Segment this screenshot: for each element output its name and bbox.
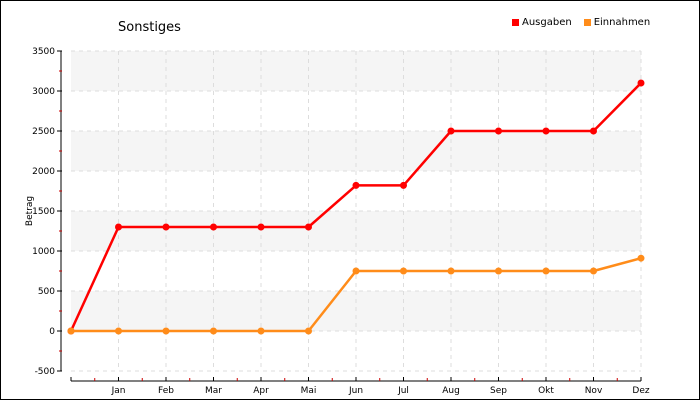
data-point-einnahmen [637, 254, 645, 262]
x-tick-label: Okt [538, 386, 554, 396]
data-point-einnahmen [495, 267, 502, 275]
data-point-ausgaben [542, 127, 550, 135]
legend-label-einnahmen: Einnahmen [593, 17, 651, 28]
data-point-einnahmen [115, 327, 122, 335]
data-point-ausgaben [210, 223, 217, 231]
y-tick-label: 2500 [32, 127, 55, 137]
x-tick-label: Jun [348, 386, 363, 396]
x-tick-label: Mar [205, 386, 222, 396]
data-point-ausgaben [305, 223, 312, 231]
legend-swatch-ausgaben [512, 19, 519, 26]
data-point-ausgaben [400, 181, 407, 189]
data-point-ausgaben [257, 223, 265, 231]
data-point-einnahmen [305, 327, 312, 335]
x-tick-label: Dez [632, 386, 649, 396]
y-tick-label: 2000 [32, 167, 55, 177]
chart-legend: Ausgaben Einnahmen [512, 17, 650, 28]
data-point-einnahmen [257, 327, 265, 335]
data-point-ausgaben [447, 127, 455, 135]
data-point-ausgaben [162, 223, 170, 231]
data-point-ausgaben [115, 223, 122, 231]
data-point-einnahmen [162, 327, 170, 335]
legend-item-einnahmen: Einnahmen [583, 17, 651, 28]
data-point-ausgaben [352, 181, 360, 189]
y-axis-label: Betrag [25, 196, 35, 226]
data-point-einnahmen [542, 267, 550, 275]
x-tick-label: Sep [490, 386, 507, 396]
y-tick-label: 3000 [32, 87, 55, 97]
y-tick-label: 500 [38, 287, 55, 297]
x-tick-label: Feb [158, 386, 174, 396]
data-point-einnahmen [210, 327, 217, 335]
data-point-einnahmen [400, 267, 407, 275]
x-tick-label: Apr [253, 386, 269, 396]
x-tick-label: Nov [585, 386, 603, 396]
data-point-ausgaben [637, 79, 645, 87]
legend-swatch-einnahmen [583, 19, 591, 26]
y-tick-label: 1000 [32, 247, 55, 257]
data-point-ausgaben [590, 127, 597, 135]
data-point-einnahmen [447, 267, 455, 275]
x-tick-label: Mai [301, 386, 317, 396]
x-tick-label: Jan [111, 386, 126, 396]
data-point-ausgaben [495, 127, 502, 135]
chart-title: Sonstiges [118, 20, 181, 35]
x-tick-label: Aug [442, 386, 460, 396]
y-tick-label: 3500 [32, 47, 55, 57]
data-point-einnahmen [67, 327, 75, 335]
data-point-einnahmen [352, 267, 360, 275]
legend-label-ausgaben: Ausgaben [522, 17, 572, 28]
y-tick-label: 0 [49, 327, 55, 337]
x-tick-label: Jul [397, 386, 409, 396]
y-tick-label: -500 [35, 367, 56, 377]
legend-item-ausgaben: Ausgaben [512, 17, 572, 28]
data-point-einnahmen [590, 267, 597, 275]
y-tick-label: 1500 [32, 207, 55, 217]
